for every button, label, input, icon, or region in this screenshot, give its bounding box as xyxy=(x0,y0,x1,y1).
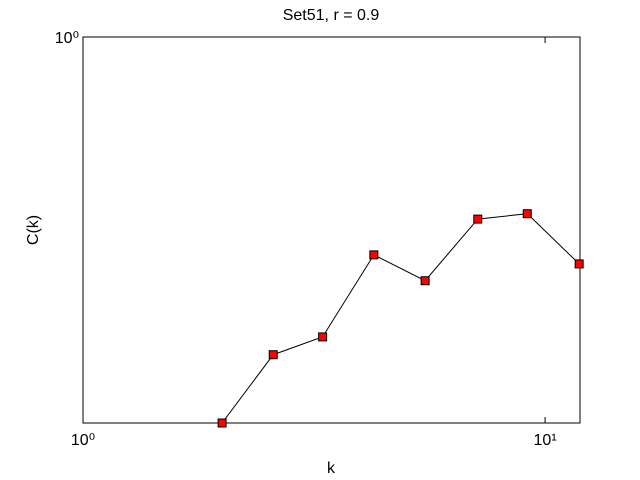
x-tick-label: 10¹ xyxy=(534,432,557,449)
marker xyxy=(217,418,227,428)
x-axis-label: k xyxy=(327,460,336,477)
marker xyxy=(420,276,430,286)
marker xyxy=(574,259,584,269)
marker xyxy=(522,209,532,219)
x-tick-label: 10⁰ xyxy=(71,432,95,449)
marker xyxy=(318,332,328,342)
y-tick-label: 10⁰ xyxy=(55,30,79,47)
plot-area xyxy=(82,36,581,424)
marker xyxy=(473,214,483,224)
chart-title: Set51, r = 0.9 xyxy=(283,7,380,24)
y-axis-label: C(k) xyxy=(25,215,42,245)
series-line xyxy=(221,213,580,424)
marker xyxy=(268,350,278,360)
marker xyxy=(369,250,379,260)
